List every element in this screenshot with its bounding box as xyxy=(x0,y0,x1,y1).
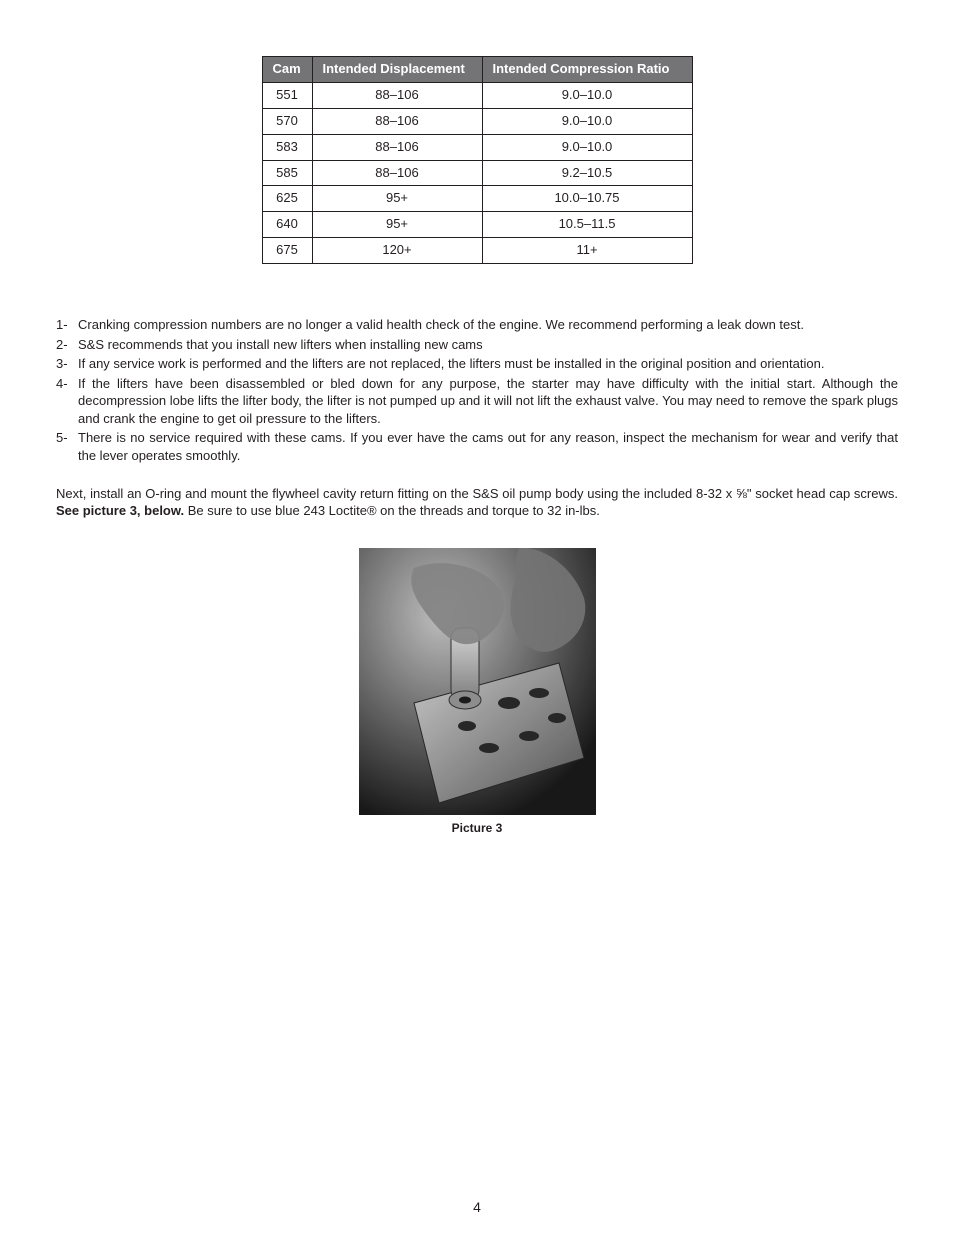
cell-disp: 95+ xyxy=(312,186,482,212)
note-item: If any service work is performed and the… xyxy=(56,355,898,373)
col-header-cam: Cam xyxy=(262,57,312,83)
cell-cam: 583 xyxy=(262,134,312,160)
page: Cam Intended Displacement Intended Compr… xyxy=(0,0,954,1235)
note-item: There is no service required with these … xyxy=(56,429,898,464)
note-item: S&S recommends that you install new lift… xyxy=(56,336,898,354)
cam-table-wrap: Cam Intended Displacement Intended Compr… xyxy=(56,56,898,264)
cell-ratio: 10.5–11.5 xyxy=(482,212,692,238)
cell-disp: 120+ xyxy=(312,238,482,264)
table-row: 625 95+ 10.0–10.75 xyxy=(262,186,692,212)
note-item: If the lifters have been disassembled or… xyxy=(56,375,898,428)
paragraph-post: Be sure to use blue 243 Loctite® on the … xyxy=(184,503,600,518)
cell-cam: 551 xyxy=(262,82,312,108)
cell-disp: 88–106 xyxy=(312,82,482,108)
cell-cam: 640 xyxy=(262,212,312,238)
cell-ratio: 11+ xyxy=(482,238,692,264)
notes-list: Cranking compression numbers are no long… xyxy=(56,316,898,464)
paragraph-pre: Next, install an O-ring and mount the fl… xyxy=(56,486,898,501)
cell-disp: 88–106 xyxy=(312,160,482,186)
note-item: Cranking compression numbers are no long… xyxy=(56,316,898,334)
table-row: 570 88–106 9.0–10.0 xyxy=(262,108,692,134)
cell-disp: 88–106 xyxy=(312,108,482,134)
col-header-ratio: Intended Compression Ratio xyxy=(482,57,692,83)
cell-ratio: 9.0–10.0 xyxy=(482,108,692,134)
table-header-row: Cam Intended Displacement Intended Compr… xyxy=(262,57,692,83)
table-row: 675 120+ 11+ xyxy=(262,238,692,264)
table-row: 585 88–106 9.2–10.5 xyxy=(262,160,692,186)
page-number: 4 xyxy=(0,1199,954,1215)
cam-table: Cam Intended Displacement Intended Compr… xyxy=(262,56,693,264)
cell-cam: 675 xyxy=(262,238,312,264)
cell-cam: 625 xyxy=(262,186,312,212)
cell-disp: 95+ xyxy=(312,212,482,238)
paragraph-bold: See picture 3, below. xyxy=(56,503,184,518)
figure-picture-3: Picture 3 xyxy=(56,548,898,835)
table-row: 583 88–106 9.0–10.0 xyxy=(262,134,692,160)
figure-caption: Picture 3 xyxy=(452,821,503,835)
cell-ratio: 9.2–10.5 xyxy=(482,160,692,186)
picture-3-image xyxy=(359,548,596,815)
cell-cam: 570 xyxy=(262,108,312,134)
body-paragraph: Next, install an O-ring and mount the fl… xyxy=(56,485,898,520)
cell-ratio: 9.0–10.0 xyxy=(482,134,692,160)
cell-ratio: 10.0–10.75 xyxy=(482,186,692,212)
col-header-disp: Intended Displacement xyxy=(312,57,482,83)
cell-cam: 585 xyxy=(262,160,312,186)
cell-ratio: 9.0–10.0 xyxy=(482,82,692,108)
table-row: 640 95+ 10.5–11.5 xyxy=(262,212,692,238)
cell-disp: 88–106 xyxy=(312,134,482,160)
table-row: 551 88–106 9.0–10.0 xyxy=(262,82,692,108)
